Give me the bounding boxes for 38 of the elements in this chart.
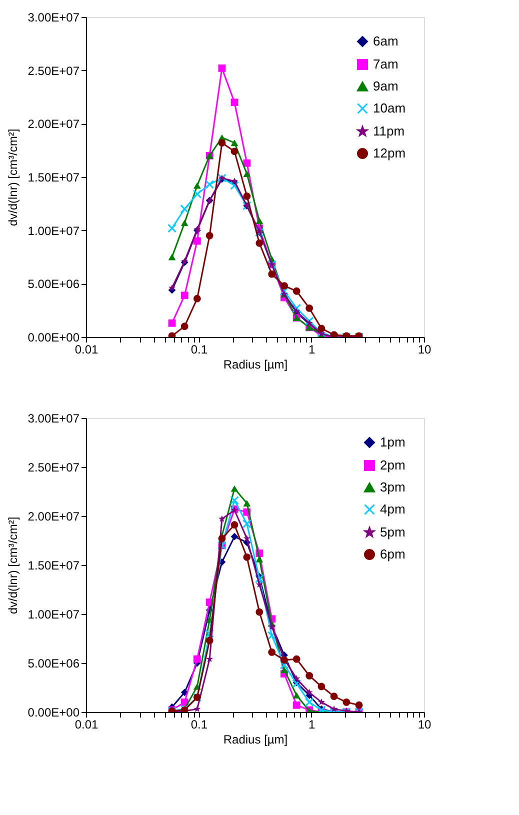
y-tick-label: 5.00E+06 bbox=[28, 277, 80, 292]
legend-label: 4pm bbox=[380, 502, 406, 516]
legend-label: 6am bbox=[373, 34, 398, 48]
y-tick-label: 1.00E+07 bbox=[28, 224, 80, 238]
x-tick-label: 1 bbox=[308, 342, 316, 356]
y-tick-label: 2.00E+07 bbox=[28, 117, 80, 132]
legend-label: 2pm bbox=[380, 458, 406, 472]
y-tick-label: 3.00E+07 bbox=[28, 10, 80, 24]
x-tick-label: 0.01 bbox=[74, 718, 98, 732]
y-tick-label: 2.50E+07 bbox=[28, 460, 80, 474]
legend-label: 5pm bbox=[380, 524, 406, 540]
legend-label: 10am bbox=[373, 100, 406, 116]
y-tick-label: 2.00E+07 bbox=[28, 510, 80, 524]
legend-label: 11pm bbox=[373, 124, 405, 138]
legend-label: 6pm bbox=[380, 546, 406, 562]
x-axis-title: Radius [µm] bbox=[223, 358, 288, 372]
x-axis-title: Radius [µm] bbox=[223, 732, 288, 746]
y-tick-label: 0.00E+00 bbox=[28, 330, 80, 344]
y-tick-label: 1.50E+07 bbox=[28, 170, 80, 184]
legend-label: 12pm bbox=[373, 146, 406, 160]
x-tick-label: 0.01 bbox=[74, 342, 98, 356]
x-tick-label: 1 bbox=[308, 718, 316, 732]
legend-label: 1pm bbox=[380, 434, 406, 450]
legend-label: 3pm bbox=[380, 480, 406, 494]
y-tick-label: 1.50E+07 bbox=[28, 558, 80, 572]
x-tick-label: 0.1 bbox=[190, 342, 208, 356]
x-tick-label: 0.1 bbox=[190, 718, 208, 732]
x-tick-label: 10 bbox=[418, 718, 432, 732]
y-tick-label: 0.00E+00 bbox=[28, 706, 80, 720]
y-tick-label: 1.00E+07 bbox=[28, 608, 80, 622]
legend-label: 9am bbox=[373, 78, 398, 94]
legend-label: 7am bbox=[373, 56, 398, 72]
y-tick-label: 5.00E+06 bbox=[28, 656, 80, 670]
x-tick-label: 10 bbox=[418, 342, 432, 356]
y-axis-title: dv/d(lnr) [cm³/cm²] bbox=[6, 516, 20, 614]
y-axis-title: dv/d(lnr) [cm³/cm²] bbox=[6, 128, 20, 226]
y-tick-label: 3.00E+07 bbox=[28, 412, 80, 426]
y-tick-label: 2.50E+07 bbox=[28, 64, 80, 78]
